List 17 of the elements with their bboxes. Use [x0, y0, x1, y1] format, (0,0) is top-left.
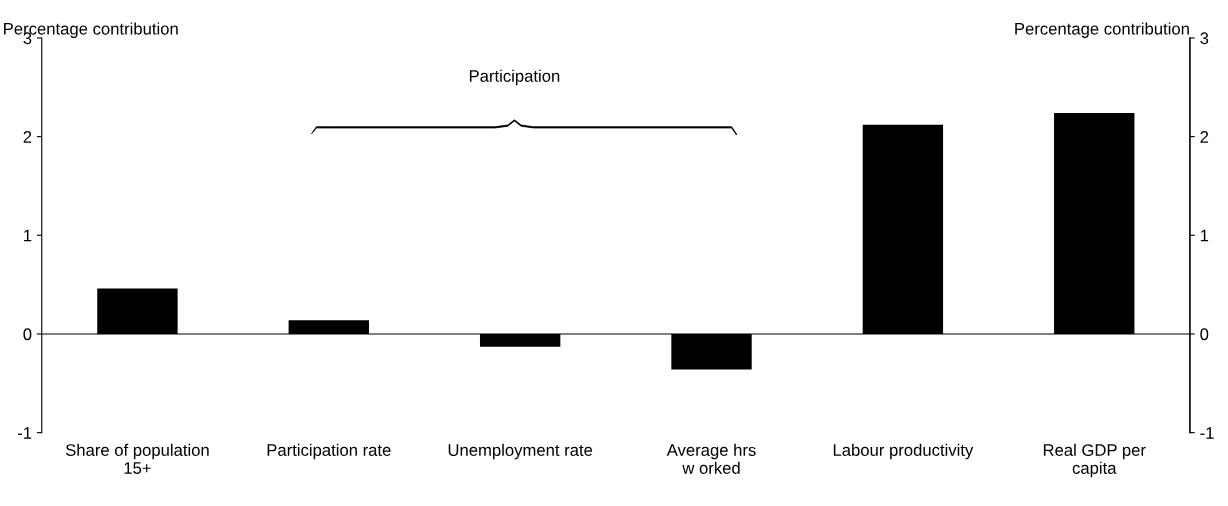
- x-tick-label: Share of population 15+: [65, 443, 209, 474]
- y-tick-label: -1: [17, 427, 32, 439]
- y-tick-label: 1: [24, 229, 32, 242]
- y2-axis-title: Percentage contribution: [1015, 22, 1189, 38]
- x-tick-label: Labour productivity: [833, 443, 974, 460]
- x-tick-label: Average hrs w orked: [666, 443, 756, 474]
- y-tick-label: 2: [23, 131, 32, 143]
- x-tick-label: Real GDP per capita: [1043, 443, 1146, 478]
- x-tick-label: Unemployment rate: [448, 443, 593, 460]
- y2-tick-label: 2: [1200, 131, 1209, 143]
- y2-tick-label: 0: [1200, 328, 1209, 341]
- y2-tick-label: 3: [1200, 32, 1209, 45]
- y2-tick-label: 1: [1200, 229, 1209, 242]
- x-tick-label: Participation rate: [267, 443, 391, 460]
- y-tick-label: 0: [23, 328, 32, 341]
- annotation: Participation: [469, 69, 560, 86]
- y2-tick-label: -1: [1200, 427, 1214, 439]
